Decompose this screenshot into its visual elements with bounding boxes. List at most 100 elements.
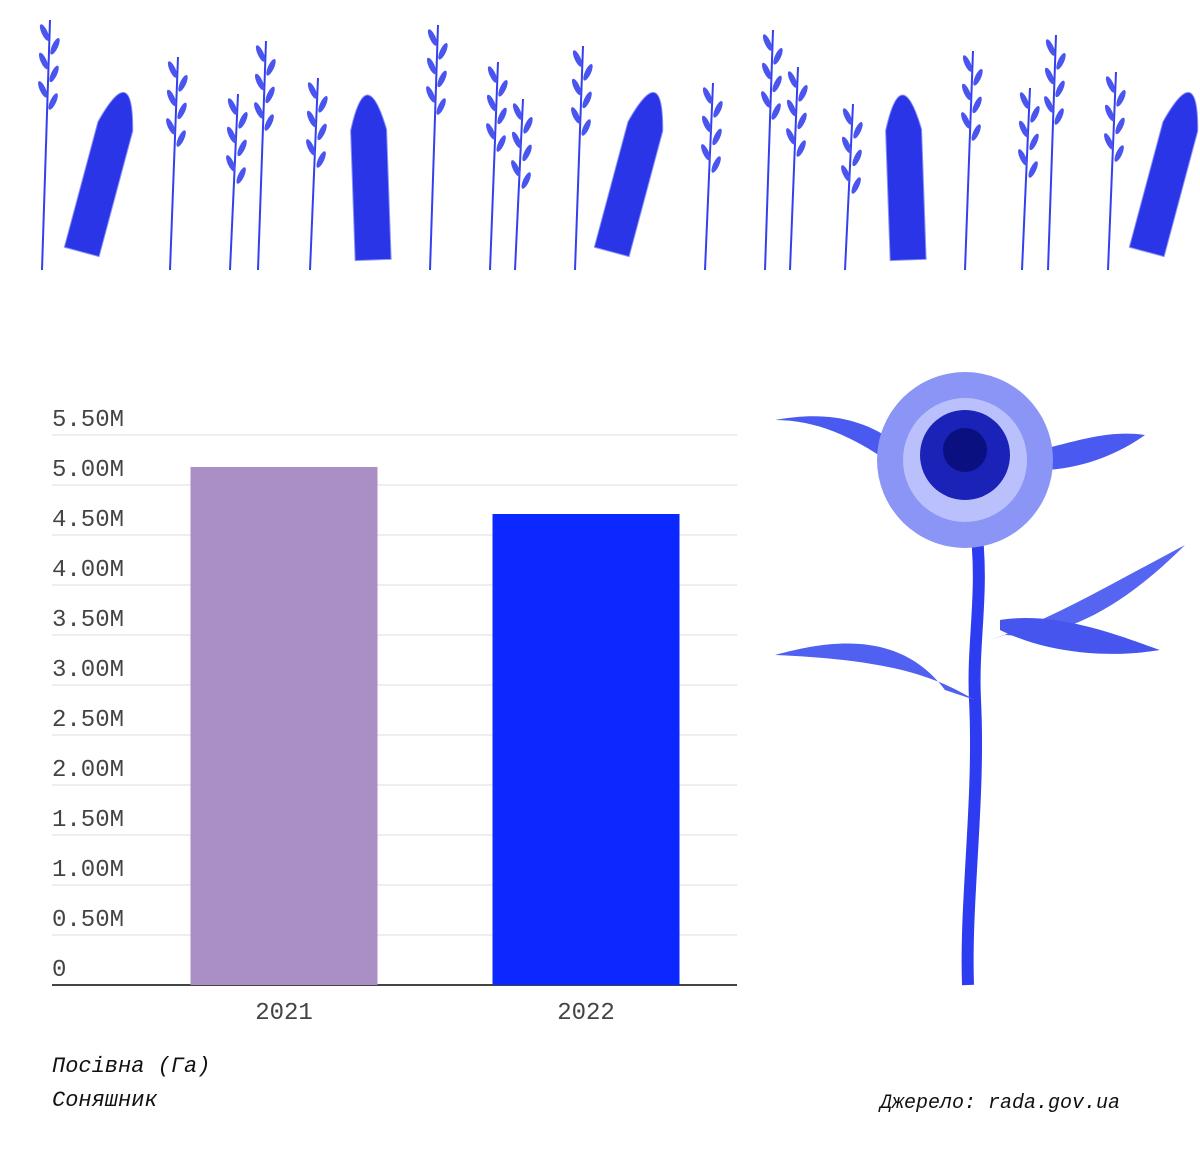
grain <box>961 83 972 101</box>
grain <box>167 61 178 78</box>
grain <box>317 123 327 141</box>
grain <box>571 78 582 96</box>
grain <box>511 160 521 177</box>
y-tick-label: 3.00M <box>52 657 124 684</box>
grain <box>853 122 863 139</box>
grain <box>761 91 771 108</box>
bar <box>492 514 680 985</box>
chart-title: Посівна (Га) <box>52 1054 210 1079</box>
stalk <box>844 103 854 271</box>
stalk <box>1107 71 1117 271</box>
grain <box>266 59 276 76</box>
grain <box>841 136 852 154</box>
decoration-top <box>38 19 1199 271</box>
grain <box>786 99 797 117</box>
y-tick-label: 0 <box>52 957 66 984</box>
grain <box>773 48 783 65</box>
grain <box>786 128 796 145</box>
grain <box>1044 67 1055 85</box>
grain <box>496 135 506 152</box>
grain <box>39 24 50 41</box>
grain <box>486 94 497 112</box>
grain <box>237 139 247 157</box>
grain <box>1115 117 1125 135</box>
grain <box>264 114 274 131</box>
grain <box>236 167 246 184</box>
stalk <box>789 66 799 271</box>
grain <box>254 102 264 119</box>
grain <box>306 139 316 156</box>
grain <box>512 103 523 120</box>
stalk <box>169 56 179 271</box>
grain <box>973 69 983 86</box>
grain <box>1116 90 1126 107</box>
grain <box>1056 53 1066 70</box>
grain <box>316 151 326 168</box>
grain <box>176 130 186 147</box>
y-tick-label: 1.00M <box>52 857 124 884</box>
grain <box>238 112 248 129</box>
cartridge <box>885 94 927 262</box>
chart-subtitle: Соняшник <box>52 1088 158 1113</box>
stalk <box>1047 34 1057 271</box>
chart: 0 0.50M 1.00M 1.50M 2.00M 2.50M 3.00M 3.50M 4.00… <box>52 407 737 1027</box>
cartridge <box>593 91 664 258</box>
grain <box>796 140 806 157</box>
grain <box>166 118 176 135</box>
y-tick-label: 5.50M <box>52 407 124 434</box>
grain <box>226 155 236 172</box>
grain <box>962 55 973 72</box>
grain <box>1018 149 1028 166</box>
grain <box>971 124 981 141</box>
grain <box>50 38 60 55</box>
grain <box>255 45 266 62</box>
grain <box>1055 80 1065 98</box>
grain <box>1029 133 1039 151</box>
grain <box>841 165 851 182</box>
stalk <box>1021 87 1031 271</box>
cartridge <box>350 94 392 262</box>
grain <box>1114 145 1124 162</box>
grain <box>318 96 328 113</box>
grain <box>178 75 188 92</box>
grain <box>48 93 58 110</box>
grain <box>711 156 721 173</box>
grain <box>177 102 187 120</box>
grain <box>771 103 781 120</box>
grain <box>438 43 448 60</box>
grain <box>961 112 971 129</box>
grain <box>972 96 982 114</box>
stalk <box>764 29 774 271</box>
y-tick-label: 2.50M <box>52 707 124 734</box>
grain <box>522 144 532 162</box>
y-tick-label: 1.50M <box>52 807 124 834</box>
grain <box>702 87 713 104</box>
grain <box>1104 104 1115 122</box>
grain <box>1045 39 1056 56</box>
grain <box>851 177 861 194</box>
grain <box>701 144 711 161</box>
grain <box>511 131 522 149</box>
grain <box>521 172 531 189</box>
stalk <box>229 93 239 271</box>
y-tick-label: 4.00M <box>52 557 124 584</box>
x-tick-label: 2022 <box>557 1000 615 1027</box>
grain <box>523 117 533 134</box>
grain <box>1019 92 1030 109</box>
grain <box>498 80 508 97</box>
stalk <box>514 98 524 271</box>
grain <box>227 98 238 115</box>
grain <box>426 86 436 103</box>
grain <box>486 123 496 140</box>
grain <box>437 70 447 88</box>
y-tick-label: 5.00M <box>52 457 124 484</box>
grain <box>436 98 446 115</box>
grain <box>787 71 798 88</box>
grain <box>701 115 712 133</box>
source: Джерело: rada.gov.ua <box>878 1092 1120 1115</box>
grain <box>1018 120 1029 138</box>
grain <box>1105 76 1116 93</box>
grain <box>1044 96 1054 113</box>
grain <box>426 57 437 75</box>
